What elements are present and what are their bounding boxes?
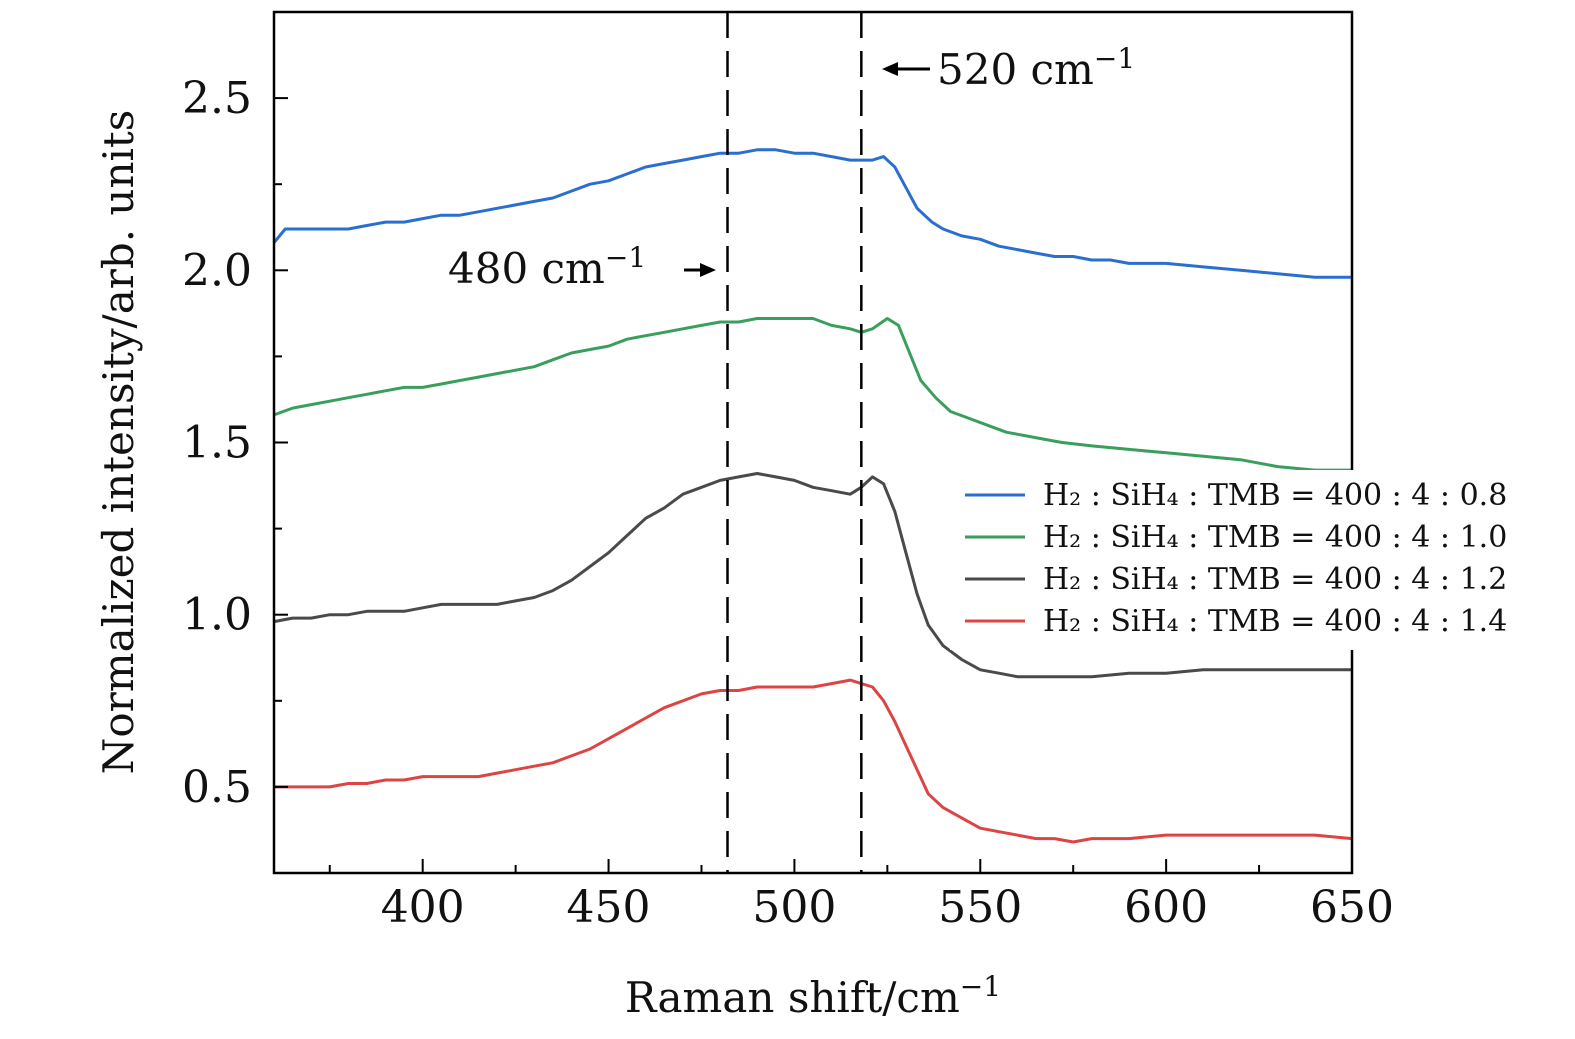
legend-label-2: H₂ : SiH₄ : TMB = 400 : 4 : 1.0 [1043,520,1507,555]
legend-background [950,470,1540,650]
annotation-520-label: 520 cm−1 [937,42,1135,95]
x-tick-label: 500 [752,882,836,933]
y-tick-label: 2.5 [182,73,252,124]
annotation-480-label: 480 cm−1 [448,241,646,294]
legend-label-3: H₂ : SiH₄ : TMB = 400 : 4 : 1.2 [1043,562,1507,597]
y-tick-label: 1.0 [182,590,252,641]
series-line-2 [273,317,1352,472]
x-tick-label: 600 [1124,882,1208,933]
x-tick-label: 550 [938,882,1022,933]
y-tick-label: 1.5 [182,418,252,469]
series-line-1 [272,148,1352,279]
y-axis-title: Normalized intensity/arb. units [94,110,143,775]
legend-label-4: H₂ : SiH₄ : TMB = 400 : 4 : 1.4 [1043,604,1507,639]
annotation-520-arrow-head [882,62,898,76]
annotations: 480 cm−1 520 cm−1 [448,12,1135,873]
series-line-3 [273,472,1352,679]
plot-area [272,148,1353,844]
x-tick-label: 650 [1310,882,1394,933]
legend-label-1: H₂ : SiH₄ : TMB = 400 : 4 : 0.8 [1043,478,1507,513]
annotation-480-arrow-head [700,263,716,277]
y-tick-label: 2.0 [182,245,252,296]
y-tick-label: 0.5 [182,762,252,813]
series-line-4 [274,678,1353,844]
x-tick-label: 450 [567,882,651,933]
axes: 400 450 500 550 600 650 0.5 1.0 1.5 2.0 2.5 Raman s… [94,10,1394,1023]
x-tick-label: 400 [381,882,465,933]
legend: H₂ : SiH₄ : TMB = 400 : 4 : 0.8 H₂ : SiH₄… [950,470,1540,650]
plot-frame [272,10,1354,875]
x-axis-title: Raman shift/cm−1 [625,970,1001,1023]
